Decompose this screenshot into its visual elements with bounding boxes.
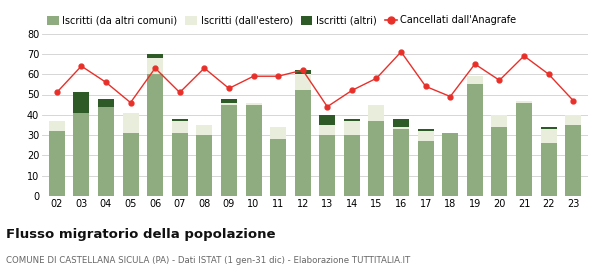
Text: Flusso migratorio della popolazione: Flusso migratorio della popolazione [6,228,275,241]
Text: COMUNE DI CASTELLANA SICULA (PA) - Dati ISTAT (1 gen-31 dic) - Elaborazione TUTT: COMUNE DI CASTELLANA SICULA (PA) - Dati … [6,256,410,265]
Bar [442,133,458,196]
Bar [221,99,237,103]
Bar [319,115,335,125]
Bar [344,121,360,135]
Bar [516,101,532,103]
Bar [418,141,434,196]
Bar [49,131,65,196]
Bar [491,127,508,196]
Bar [393,127,409,129]
Bar [98,107,114,196]
Bar [319,135,335,196]
Bar [393,119,409,127]
Bar [368,121,385,196]
Bar [418,129,434,131]
Bar [344,119,360,121]
Bar [467,76,483,84]
Bar [172,133,188,196]
Bar [172,121,188,133]
Bar [565,125,581,196]
Bar [147,54,163,58]
Bar [295,90,311,196]
Bar [196,125,212,135]
Bar [541,129,557,143]
Bar [295,70,311,74]
Bar [221,105,237,196]
Bar [270,139,286,196]
Bar [516,103,532,196]
Bar [122,113,139,133]
Bar [295,74,311,90]
Bar [418,131,434,141]
Bar [122,133,139,196]
Bar [491,115,508,127]
Bar [344,135,360,196]
Bar [319,125,335,135]
Bar [368,105,385,121]
Bar [147,74,163,196]
Bar [49,121,65,131]
Bar [541,127,557,129]
Bar [73,113,89,196]
Bar [245,105,262,196]
Bar [541,143,557,196]
Bar [565,115,581,125]
Bar [393,129,409,196]
Legend: Iscritti (da altri comuni), Iscritti (dall'estero), Iscritti (altri), Cancellati: Iscritti (da altri comuni), Iscritti (da… [47,15,517,25]
Bar [221,103,237,105]
Bar [98,99,114,107]
Bar [467,84,483,196]
Bar [196,135,212,196]
Bar [147,58,163,74]
Bar [270,127,286,139]
Bar [245,103,262,105]
Bar [172,119,188,121]
Bar [73,92,89,113]
